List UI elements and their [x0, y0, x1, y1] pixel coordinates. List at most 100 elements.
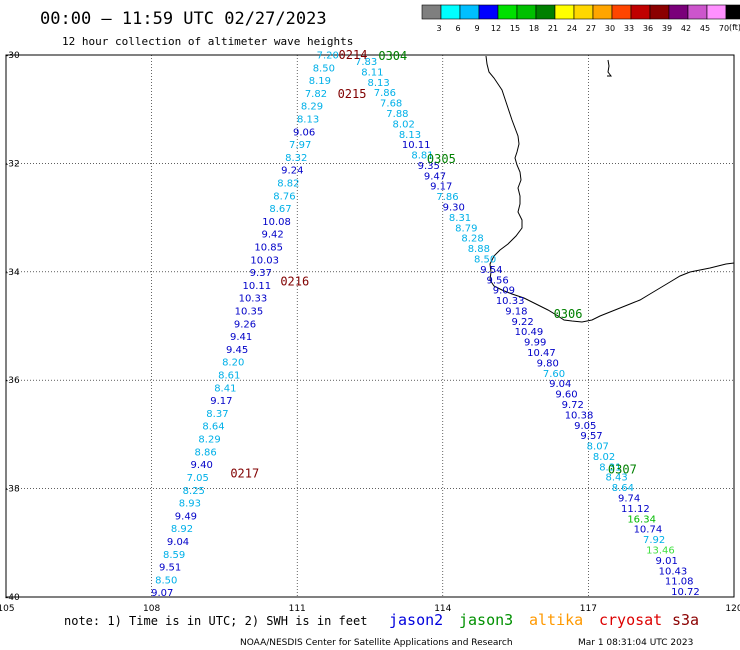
footnote: note: 1) Time is in UTC; 2) SWH is in fe… — [64, 614, 367, 628]
wave-height-value: 8.88 — [468, 244, 490, 255]
wave-height-value: 8.64 — [202, 422, 224, 433]
wave-height-value: 8.50 — [155, 575, 177, 586]
wave-height-value: 9.42 — [261, 230, 283, 241]
wave-height-value: 7.92 — [643, 535, 665, 546]
wave-height-value: 10.43 — [659, 566, 688, 577]
wave-height-value: 11.12 — [621, 504, 650, 515]
legend-label: 21 — [548, 24, 558, 33]
legend-label: 30 — [605, 24, 615, 33]
wave-height-value: 9.57 — [580, 431, 602, 442]
legend-swatch — [497, 4, 518, 20]
wave-height-value: 7.68 — [380, 99, 402, 110]
legend-swatch — [706, 4, 727, 20]
legend-swatch — [649, 4, 670, 20]
wave-height-value: 8.31 — [449, 213, 471, 224]
wave-height-value: 9.17 — [210, 396, 232, 407]
wave-height-value: 8.76 — [273, 191, 295, 202]
wave-height-value: 9.60 — [555, 390, 577, 401]
wave-height-value: 8.02 — [593, 452, 615, 463]
map-panel: 105 108 111 114 117 120 -30 -32 -34 -36 -38 -40 7.2… — [0, 48, 740, 614]
wave-height-value: 16.34 — [627, 514, 656, 525]
legend-label: 36 — [643, 24, 653, 33]
legend-label: 18 — [529, 24, 539, 33]
lat-tick-label: -32 — [5, 159, 20, 169]
legend-label: 3 — [436, 24, 441, 33]
wave-height-value: 9.04 — [167, 537, 189, 548]
legend-label: 12 — [491, 24, 501, 33]
wave-height-value: 8.28 — [461, 234, 483, 245]
legend-swatch — [516, 4, 537, 20]
lon-tick-label: 111 — [289, 604, 306, 614]
wave-height-value: 9.74 — [618, 494, 640, 505]
satellite-name: cryosat — [599, 611, 662, 629]
satellite-name: s3a — [672, 611, 699, 629]
wave-height-value: 9.30 — [443, 203, 465, 214]
wave-height-value: 7.88 — [386, 109, 408, 120]
legend-swatch — [592, 4, 613, 20]
wave-height-value: 7.60 — [543, 369, 565, 380]
satellite-legend: jason2 jason3 altika cryosat s3a — [389, 611, 699, 629]
wave-height-value: 9.24 — [281, 166, 303, 177]
lat-tick-label: -30 — [5, 51, 20, 61]
wave-height-value: 8.82 — [277, 179, 299, 190]
wave-height-value: 9.56 — [486, 275, 508, 286]
wave-height-value: 8.92 — [171, 524, 193, 535]
wave-height-value: 8.59 — [163, 550, 185, 561]
wave-height-value: 9.01 — [656, 556, 678, 567]
pass-time-label: 0304 — [378, 49, 407, 63]
map-frame — [5, 54, 735, 598]
page-subtitle: 12 hour collection of altimeter wave hei… — [62, 35, 353, 48]
legend-swatch — [611, 4, 632, 20]
legend-label: 9 — [474, 24, 479, 33]
wave-height-value: 9.09 — [493, 286, 515, 297]
wave-height-value: 8.64 — [612, 483, 634, 494]
wave-height-value: 9.99 — [524, 338, 546, 349]
legend-swatch — [687, 4, 708, 20]
legend-swatch — [478, 4, 499, 20]
wave-height-value: 10.47 — [527, 348, 556, 359]
wave-height-value: 8.41 — [214, 383, 236, 394]
legend-swatch — [440, 4, 461, 20]
wave-height-value: 9.17 — [430, 182, 452, 193]
lat-tick-label: -38 — [5, 485, 20, 495]
pass-time-label: 0305 — [427, 152, 456, 166]
wave-height-value: 8.31 — [599, 462, 621, 473]
legend-swatch — [535, 4, 556, 20]
wave-height-value: 8.61 — [218, 371, 240, 382]
wave-height-value: 8.81 — [411, 151, 433, 162]
lat-tick-label: -36 — [5, 376, 20, 386]
wave-height-value: 7.97 — [289, 140, 311, 151]
wave-height-value: 7.20 — [317, 51, 339, 62]
wave-height-value: 13.46 — [646, 546, 675, 557]
wave-height-value: 10.33 — [496, 296, 525, 307]
legend-label: 15 — [510, 24, 520, 33]
legend-swatch — [573, 4, 594, 20]
pass-time-label: 0307 — [608, 463, 637, 477]
wave-height-value: 8.20 — [222, 358, 244, 369]
legend-swatch — [554, 4, 575, 20]
pass-time-label: 0214 — [339, 48, 368, 62]
wave-height-value: 7.05 — [187, 473, 209, 484]
wave-height-value: 8.37 — [206, 409, 228, 420]
wave-height-value: 9.07 — [151, 588, 173, 599]
wave-height-value: 9.47 — [424, 171, 446, 182]
wave-height-value: 9.41 — [230, 332, 252, 343]
lat-lon-grid: 105 108 111 114 117 120 -30 -32 -34 -36 -38 -40 — [0, 51, 740, 614]
wave-height-value: 9.80 — [537, 358, 559, 369]
wave-height-value: 9.49 — [175, 511, 197, 522]
wave-height-value: 8.13 — [368, 78, 390, 89]
wave-height-value: 10.03 — [250, 255, 279, 266]
wave-height-value: 10.38 — [565, 410, 594, 421]
wave-height-value: 8.02 — [393, 119, 415, 130]
altimeter-tracks: 7.208.508.197.828.298.139.067.978.329.24… — [151, 51, 700, 600]
wave-height-value: 8.19 — [309, 76, 331, 87]
legend-label: 33 — [624, 24, 634, 33]
wave-height-value: 9.72 — [562, 400, 584, 411]
wave-height-value: 9.22 — [512, 317, 534, 328]
wave-height-value: 9.37 — [250, 268, 272, 279]
wave-height-value: 9.45 — [226, 345, 248, 356]
wave-height-value: 8.86 — [194, 447, 216, 458]
page-title: 00:00 – 11:59 UTC 02/27/2023 — [40, 9, 327, 29]
pass-time-label: 0216 — [280, 275, 309, 289]
